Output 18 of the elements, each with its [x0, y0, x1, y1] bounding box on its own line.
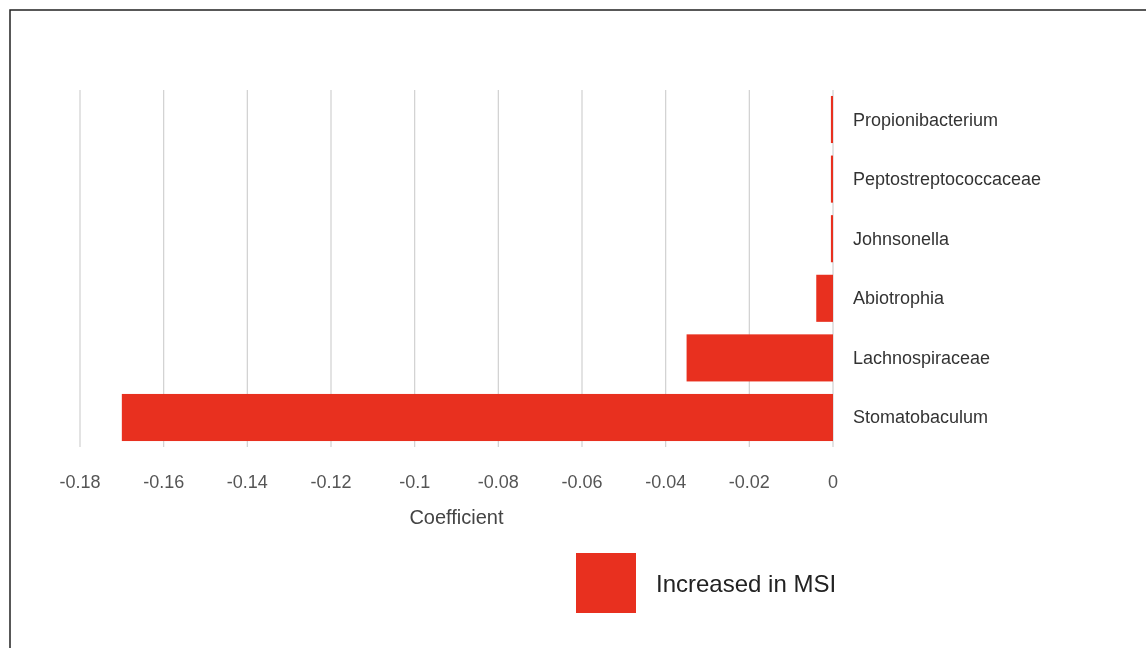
text: Increased in MSI	[656, 569, 837, 597]
x-tick-label: -0.04	[645, 472, 687, 492]
x-tick-label: -0.18	[59, 472, 101, 492]
x-tick-label: -0.08	[477, 472, 519, 492]
y-tick-label: Johnsonella	[853, 228, 951, 249]
y-tick-label: Stomatobaculum	[853, 407, 989, 428]
x-tick-label: -0.12	[310, 472, 352, 492]
x-tick-label: -0.06	[561, 472, 603, 492]
y-tick-label: Peptostreptococcaceae	[853, 169, 1042, 190]
x-tick-label: -0.02	[728, 472, 770, 492]
y-tick-label: Lachnospiraceae	[853, 347, 991, 368]
x-tick-label: -0.1	[399, 472, 431, 492]
y-tick-label: Propionibacterium	[853, 109, 999, 130]
x-tick-label: -0.16	[143, 472, 185, 492]
x-tick-label: -0.14	[226, 472, 268, 492]
x-axis-title: Coefficient	[409, 506, 504, 528]
x-tick-label: 0	[827, 472, 839, 492]
y-tick-label: Abiotrophia	[853, 288, 946, 309]
